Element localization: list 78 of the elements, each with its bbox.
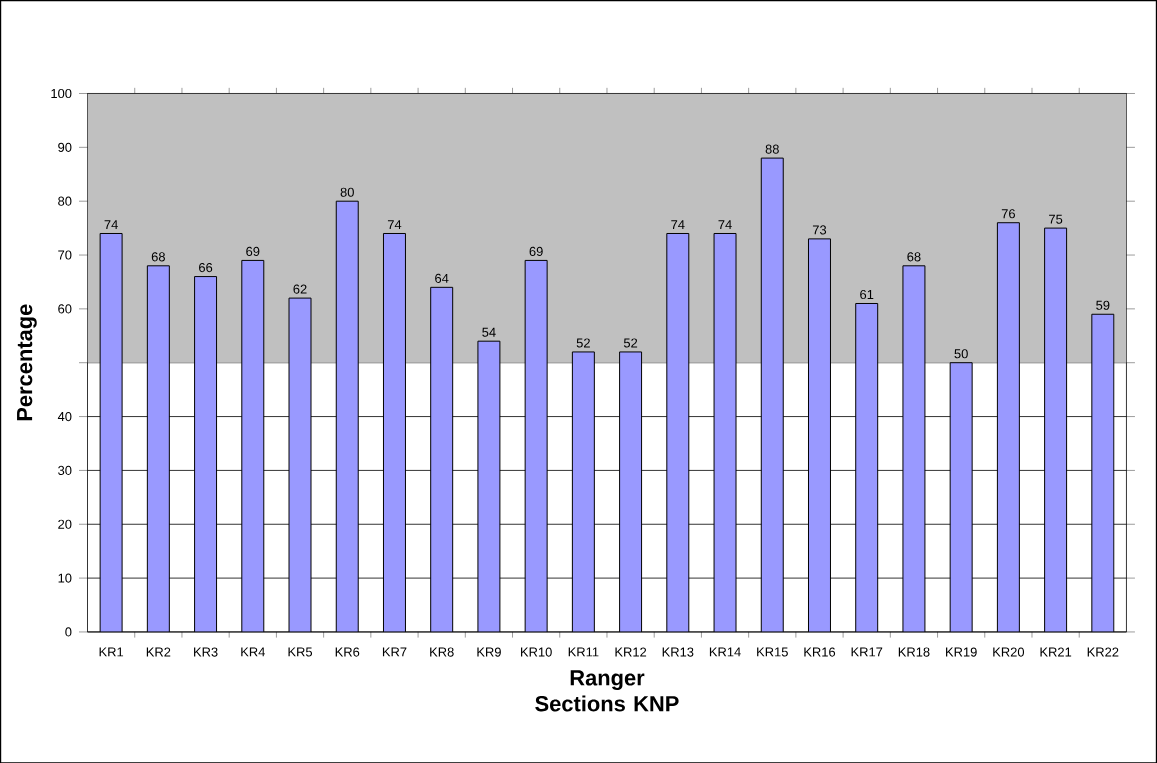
bar	[335, 200, 359, 632]
x-tick-label: KR21	[1040, 647, 1072, 657]
x-tick-label: KR14	[709, 647, 741, 657]
bar	[241, 259, 265, 632]
bar	[666, 232, 690, 632]
bar	[571, 351, 595, 632]
bar	[382, 232, 406, 632]
x-tick-label: KR10	[521, 647, 552, 657]
data-label: 54	[482, 327, 496, 337]
data-label: 50	[954, 348, 968, 359]
data-label: 52	[623, 338, 638, 348]
bar	[288, 297, 312, 632]
x-tick-label: KR13	[662, 647, 694, 657]
data-label: 73	[812, 225, 827, 235]
data-label: 80	[340, 187, 354, 197]
data-label: 75	[1049, 214, 1063, 224]
data-label: 66	[199, 262, 213, 272]
y-tick-label: 80	[58, 196, 72, 206]
bar	[1091, 313, 1115, 632]
x-tick-label: KR9	[477, 647, 501, 657]
x-tick-label: KR17	[851, 647, 883, 657]
bar	[996, 222, 1020, 632]
data-label: 74	[387, 220, 402, 229]
x-tick-label: KR16	[804, 647, 836, 657]
x-tick-label: KR11	[568, 647, 599, 657]
data-label: 74	[671, 220, 685, 229]
y-tick-label: 30	[58, 465, 72, 475]
x-tick-label: KR3	[194, 647, 218, 657]
bar	[855, 302, 879, 632]
y-tick-label: 100	[51, 88, 72, 98]
x-tick-label: KR20	[993, 647, 1025, 657]
x-tick-label: KR7	[382, 647, 407, 657]
data-label: 69	[529, 246, 543, 256]
x-axis-title: Ranger Sections KNP	[535, 670, 679, 712]
x-tick-label: KR18	[898, 647, 930, 657]
data-label: 64	[435, 273, 449, 283]
bar	[146, 265, 170, 632]
data-label: 74	[718, 220, 732, 229]
x-tick-label: KR12	[615, 647, 647, 657]
y-tick-label: 20	[58, 519, 72, 529]
bar	[524, 259, 548, 632]
y-axis-title: Percentage	[17, 304, 37, 421]
data-label: 61	[860, 289, 874, 299]
bar	[808, 238, 831, 632]
bar	[1044, 227, 1068, 632]
bar	[477, 340, 501, 632]
x-tick-label: KR22	[1087, 647, 1119, 657]
y-tick-label: 90	[58, 142, 72, 152]
x-tick-label: KR8	[430, 647, 454, 657]
data-label: 88	[765, 144, 779, 154]
bar	[760, 157, 784, 632]
data-label: 62	[293, 284, 307, 294]
x-tick-label: KR1	[99, 647, 124, 657]
bar	[902, 265, 926, 632]
data-label: 68	[151, 252, 165, 262]
data-label: 52	[576, 338, 590, 348]
bar	[713, 232, 737, 632]
data-label: 76	[1001, 208, 1015, 219]
y-tick-label: 40	[57, 411, 72, 421]
y-tick-label: 70	[58, 250, 72, 260]
x-tick-label: KR6	[335, 647, 360, 657]
data-label: 74	[104, 220, 118, 229]
x-tick-label: KR19	[946, 647, 977, 657]
bar	[99, 232, 123, 632]
y-tick-label: 60	[58, 304, 72, 314]
data-label: 68	[907, 252, 921, 262]
bar	[194, 275, 218, 632]
data-label: 59	[1096, 300, 1110, 310]
bar	[430, 286, 454, 632]
y-tick-label: 0	[65, 627, 72, 637]
bar	[949, 362, 973, 632]
x-tick-label: KR5	[288, 647, 313, 657]
bar	[619, 351, 643, 632]
y-tick-label: 10	[58, 573, 72, 583]
data-label: 69	[246, 246, 260, 256]
x-tick-label: KR4	[241, 647, 265, 657]
x-tick-label: KR2	[146, 647, 171, 657]
x-tick-label: KR15	[757, 647, 788, 657]
